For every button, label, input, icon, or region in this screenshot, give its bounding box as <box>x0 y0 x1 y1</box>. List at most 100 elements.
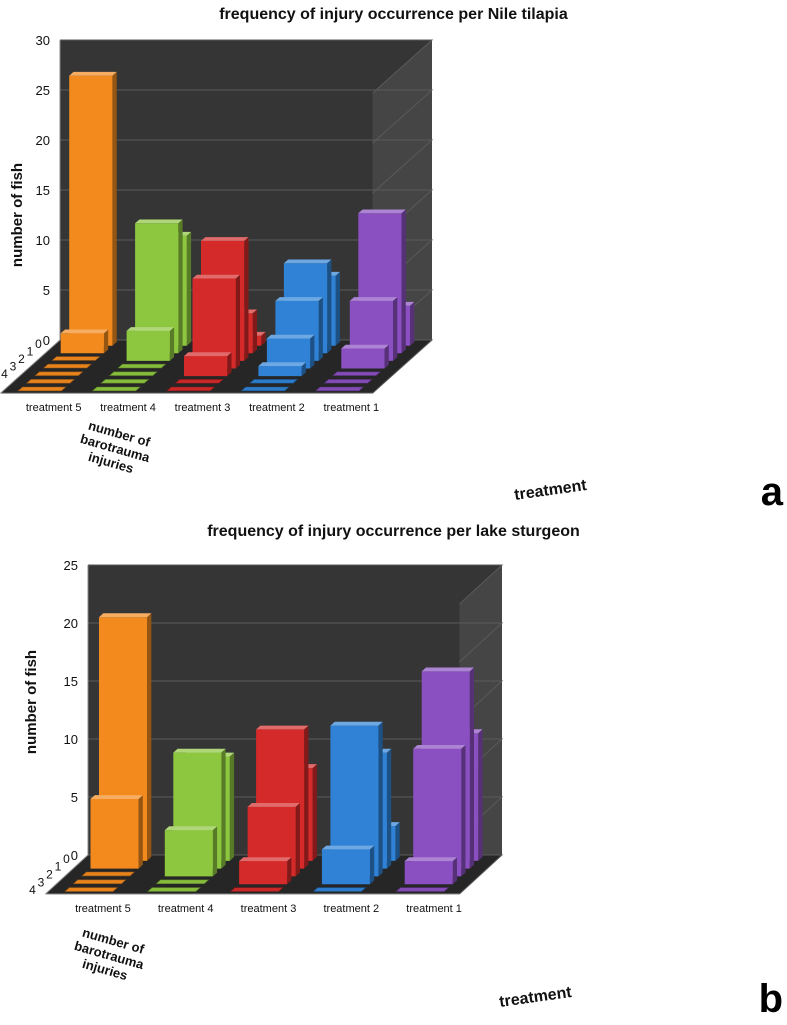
bar-side <box>410 301 415 346</box>
bar-side <box>229 752 235 861</box>
depth-tick-label: 3 <box>10 360 17 374</box>
bar-front <box>239 861 288 885</box>
bar-top <box>330 721 383 726</box>
bar <box>239 857 292 885</box>
bar-top <box>184 352 232 357</box>
chart-title: frequency of injury occurrence per Nile … <box>219 6 568 23</box>
bar-side <box>461 745 466 877</box>
bar-side <box>244 237 249 361</box>
depth-tick-label: 1 <box>27 344 34 358</box>
bar-front <box>90 799 139 869</box>
bar-top <box>90 795 143 799</box>
bar-top <box>17 386 67 392</box>
bar-side <box>378 721 383 877</box>
bar-top <box>192 274 240 279</box>
bar-side <box>147 613 152 861</box>
bar-top <box>341 344 389 349</box>
bar-side <box>252 309 257 354</box>
bar <box>312 887 367 892</box>
y-tick-label: 25 <box>64 558 78 573</box>
bar-side <box>221 748 226 869</box>
bar-side <box>327 259 332 354</box>
bar-front <box>266 338 311 369</box>
bar-side <box>178 219 183 354</box>
y-tick-label: 10 <box>64 732 78 747</box>
bar <box>69 71 117 346</box>
bar <box>184 352 232 377</box>
bar-top <box>81 871 136 877</box>
bar-top <box>34 371 84 376</box>
bar-top <box>155 879 210 885</box>
category-label: treatment 4 <box>158 903 214 915</box>
bar-top <box>164 826 218 831</box>
bar <box>147 887 201 892</box>
bar <box>126 327 175 361</box>
bar-top <box>258 362 306 367</box>
depth-tick-label: 1 <box>55 860 62 874</box>
bar <box>266 334 315 369</box>
bar <box>341 344 389 369</box>
bar <box>404 857 457 885</box>
y-axis-title-group: number of fish <box>23 650 40 754</box>
bar-top <box>256 725 309 730</box>
bar-front <box>404 861 453 885</box>
bar <box>100 379 150 384</box>
depth-axis-title: number ofbarotraumainjuries <box>69 924 151 987</box>
y-tick-label: 20 <box>64 616 78 631</box>
bar-side <box>318 297 323 361</box>
bar-top <box>358 209 406 214</box>
depth-axis-title: number ofbarotraumainjuries <box>75 417 157 480</box>
bar-top <box>108 371 158 376</box>
bar <box>323 379 373 384</box>
gridline <box>60 39 434 94</box>
bar-front <box>184 356 228 377</box>
bar-top <box>404 857 457 862</box>
category-label: treatment 5 <box>26 402 82 414</box>
bar <box>332 371 382 376</box>
bar <box>34 371 84 376</box>
bar <box>81 871 136 877</box>
bar-side <box>369 845 375 885</box>
panel-letter: a <box>760 470 783 514</box>
chart-title: frequency of injury occurrence per lake … <box>207 523 580 540</box>
y-tick-label: 25 <box>36 83 50 98</box>
bar-side <box>301 362 306 377</box>
bar-top <box>421 667 474 672</box>
bar <box>192 274 240 369</box>
bar-side <box>186 231 192 346</box>
bar-side <box>395 822 400 861</box>
y-tick-label: 10 <box>36 233 50 248</box>
category-label: treatment 2 <box>249 402 305 414</box>
bar-top <box>332 371 382 376</box>
y-tick-label: 20 <box>36 133 50 148</box>
bar <box>330 721 383 877</box>
bar-top <box>117 363 167 369</box>
bar <box>117 363 167 369</box>
bar-top <box>312 887 367 892</box>
bar <box>155 879 210 885</box>
bar <box>229 887 284 892</box>
bar-top <box>147 887 201 892</box>
depth-tick-label: 0 <box>63 852 70 866</box>
depth-tick-label: 2 <box>46 868 53 882</box>
bar-top <box>174 379 224 384</box>
bar <box>249 379 299 384</box>
depth-tick-label: 3 <box>38 875 45 889</box>
bar <box>108 371 158 376</box>
category-label: treatment 2 <box>323 903 379 915</box>
category-label: treatment 4 <box>100 402 156 414</box>
gridline <box>88 622 504 663</box>
bar-top <box>349 297 398 301</box>
y-tick-label: 5 <box>43 283 50 298</box>
bar-side <box>469 667 474 869</box>
bar-top <box>413 745 466 749</box>
y-axis-title: number of fish <box>9 163 26 267</box>
bar <box>164 826 218 877</box>
gridline <box>60 89 434 144</box>
bar <box>17 386 67 392</box>
bar-front <box>341 348 385 369</box>
bar <box>135 219 183 354</box>
bar <box>64 887 119 892</box>
